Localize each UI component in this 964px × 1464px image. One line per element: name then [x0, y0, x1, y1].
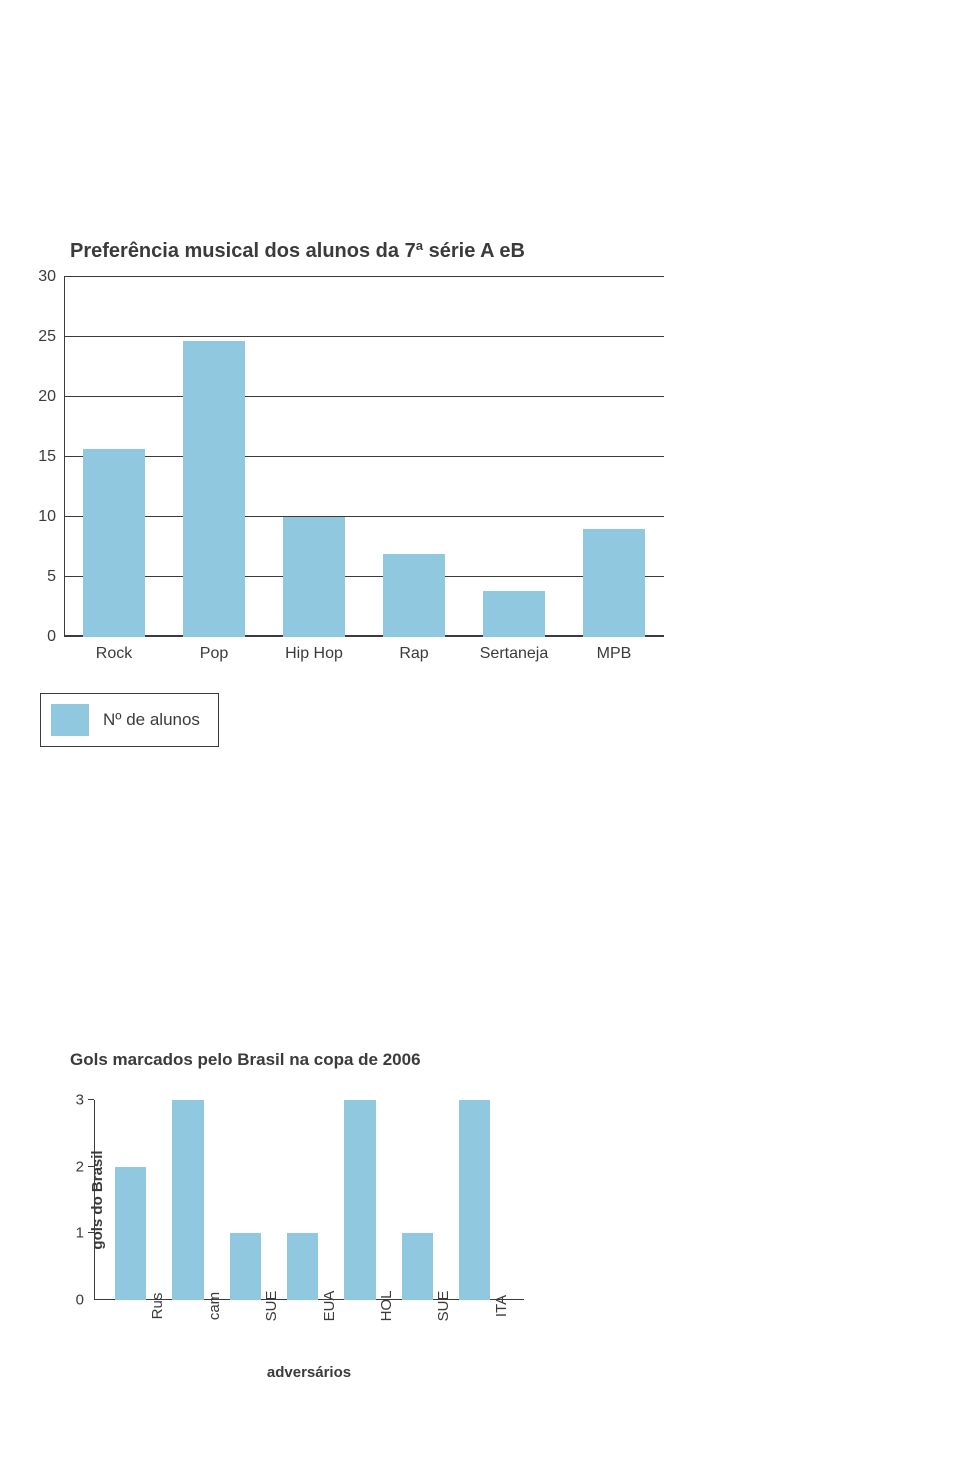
chart1-bar	[83, 449, 145, 637]
chart1-ytick-label: 20	[38, 388, 56, 406]
chart2-xlabel: EUA	[303, 1291, 338, 1322]
chart2-xlabel: ITA	[475, 1295, 510, 1317]
chart2-xlabel: cam	[188, 1292, 223, 1320]
chart1-ytick-label: 25	[38, 328, 56, 346]
chart1-title: Preferência musical dos alunos da 7ª sér…	[70, 240, 670, 263]
chart2-title: Gols marcados pelo Brasil na copa de 200…	[70, 1050, 560, 1070]
music-preference-chart: Preferência musical dos alunos da 7ª sér…	[30, 240, 670, 747]
page: Preferência musical dos alunos da 7ª sér…	[0, 0, 964, 1464]
chart2-bar	[459, 1100, 491, 1300]
chart1-xlabel: Rap	[399, 645, 428, 663]
chart1-bar	[183, 341, 245, 637]
chart1-bar	[283, 517, 345, 637]
chart1-y-axis	[64, 277, 65, 637]
chart1-ytick-label: 30	[38, 268, 56, 286]
chart1-legend: Nº de alunos	[40, 693, 219, 747]
chart1-bar	[383, 554, 445, 637]
chart1-xlabel: Pop	[200, 645, 228, 663]
chart2-bar	[172, 1100, 204, 1300]
chart1-plot-area: 0 5 10 15 20 25 30 Rock Pop Hip Hop Rap …	[64, 277, 664, 637]
chart2-ytick-label: 3	[76, 1092, 84, 1109]
chart1-xlabel: MPB	[597, 645, 632, 663]
chart2-bar	[344, 1100, 376, 1300]
chart1-xlabel: Rock	[96, 645, 132, 663]
chart1-gridline	[64, 576, 664, 577]
chart1-ytick-label: 5	[47, 568, 56, 586]
legend-swatch	[51, 704, 89, 736]
chart1-gridline	[64, 276, 664, 277]
chart2-ytick-label: 2	[76, 1158, 84, 1175]
brasil-goals-chart: Gols marcados pelo Brasil na copa de 200…	[40, 1050, 560, 1300]
chart2-xlabel: SUE	[245, 1291, 280, 1322]
chart1-ytick-label: 0	[47, 628, 56, 646]
chart2-bar	[115, 1167, 147, 1300]
chart2-plot-area: gols do Brasil 0 1 2 3 Rus cam SUE	[94, 1100, 524, 1300]
chart1-gridline	[64, 336, 664, 337]
chart1-x-axis	[64, 635, 664, 637]
chart2-ytick-label: 1	[76, 1225, 84, 1242]
chart1-bar	[483, 591, 545, 637]
chart2-xlabel: SUE	[417, 1291, 452, 1322]
chart1-gridline	[64, 396, 664, 397]
chart1-gridline	[64, 516, 664, 517]
chart2-x-axis-title: adversários	[267, 1364, 351, 1381]
chart1-gridline	[64, 456, 664, 457]
chart1-ytick-label: 10	[38, 508, 56, 526]
chart1-xlabel: Hip Hop	[285, 645, 343, 663]
chart2-ytick	[88, 1099, 94, 1100]
chart1-xlabel: Sertaneja	[480, 645, 549, 663]
chart2-ytick-label: 0	[76, 1292, 84, 1309]
chart2-xlabel: HOL	[360, 1291, 395, 1322]
chart1-ytick-label: 15	[38, 448, 56, 466]
chart2-xlabel: Rus	[131, 1293, 166, 1320]
legend-label: Nº de alunos	[103, 710, 200, 730]
chart2-ytick	[88, 1166, 94, 1167]
chart2-ytick	[88, 1232, 94, 1233]
chart1-bar	[583, 529, 645, 637]
chart2-y-axis	[94, 1100, 95, 1300]
